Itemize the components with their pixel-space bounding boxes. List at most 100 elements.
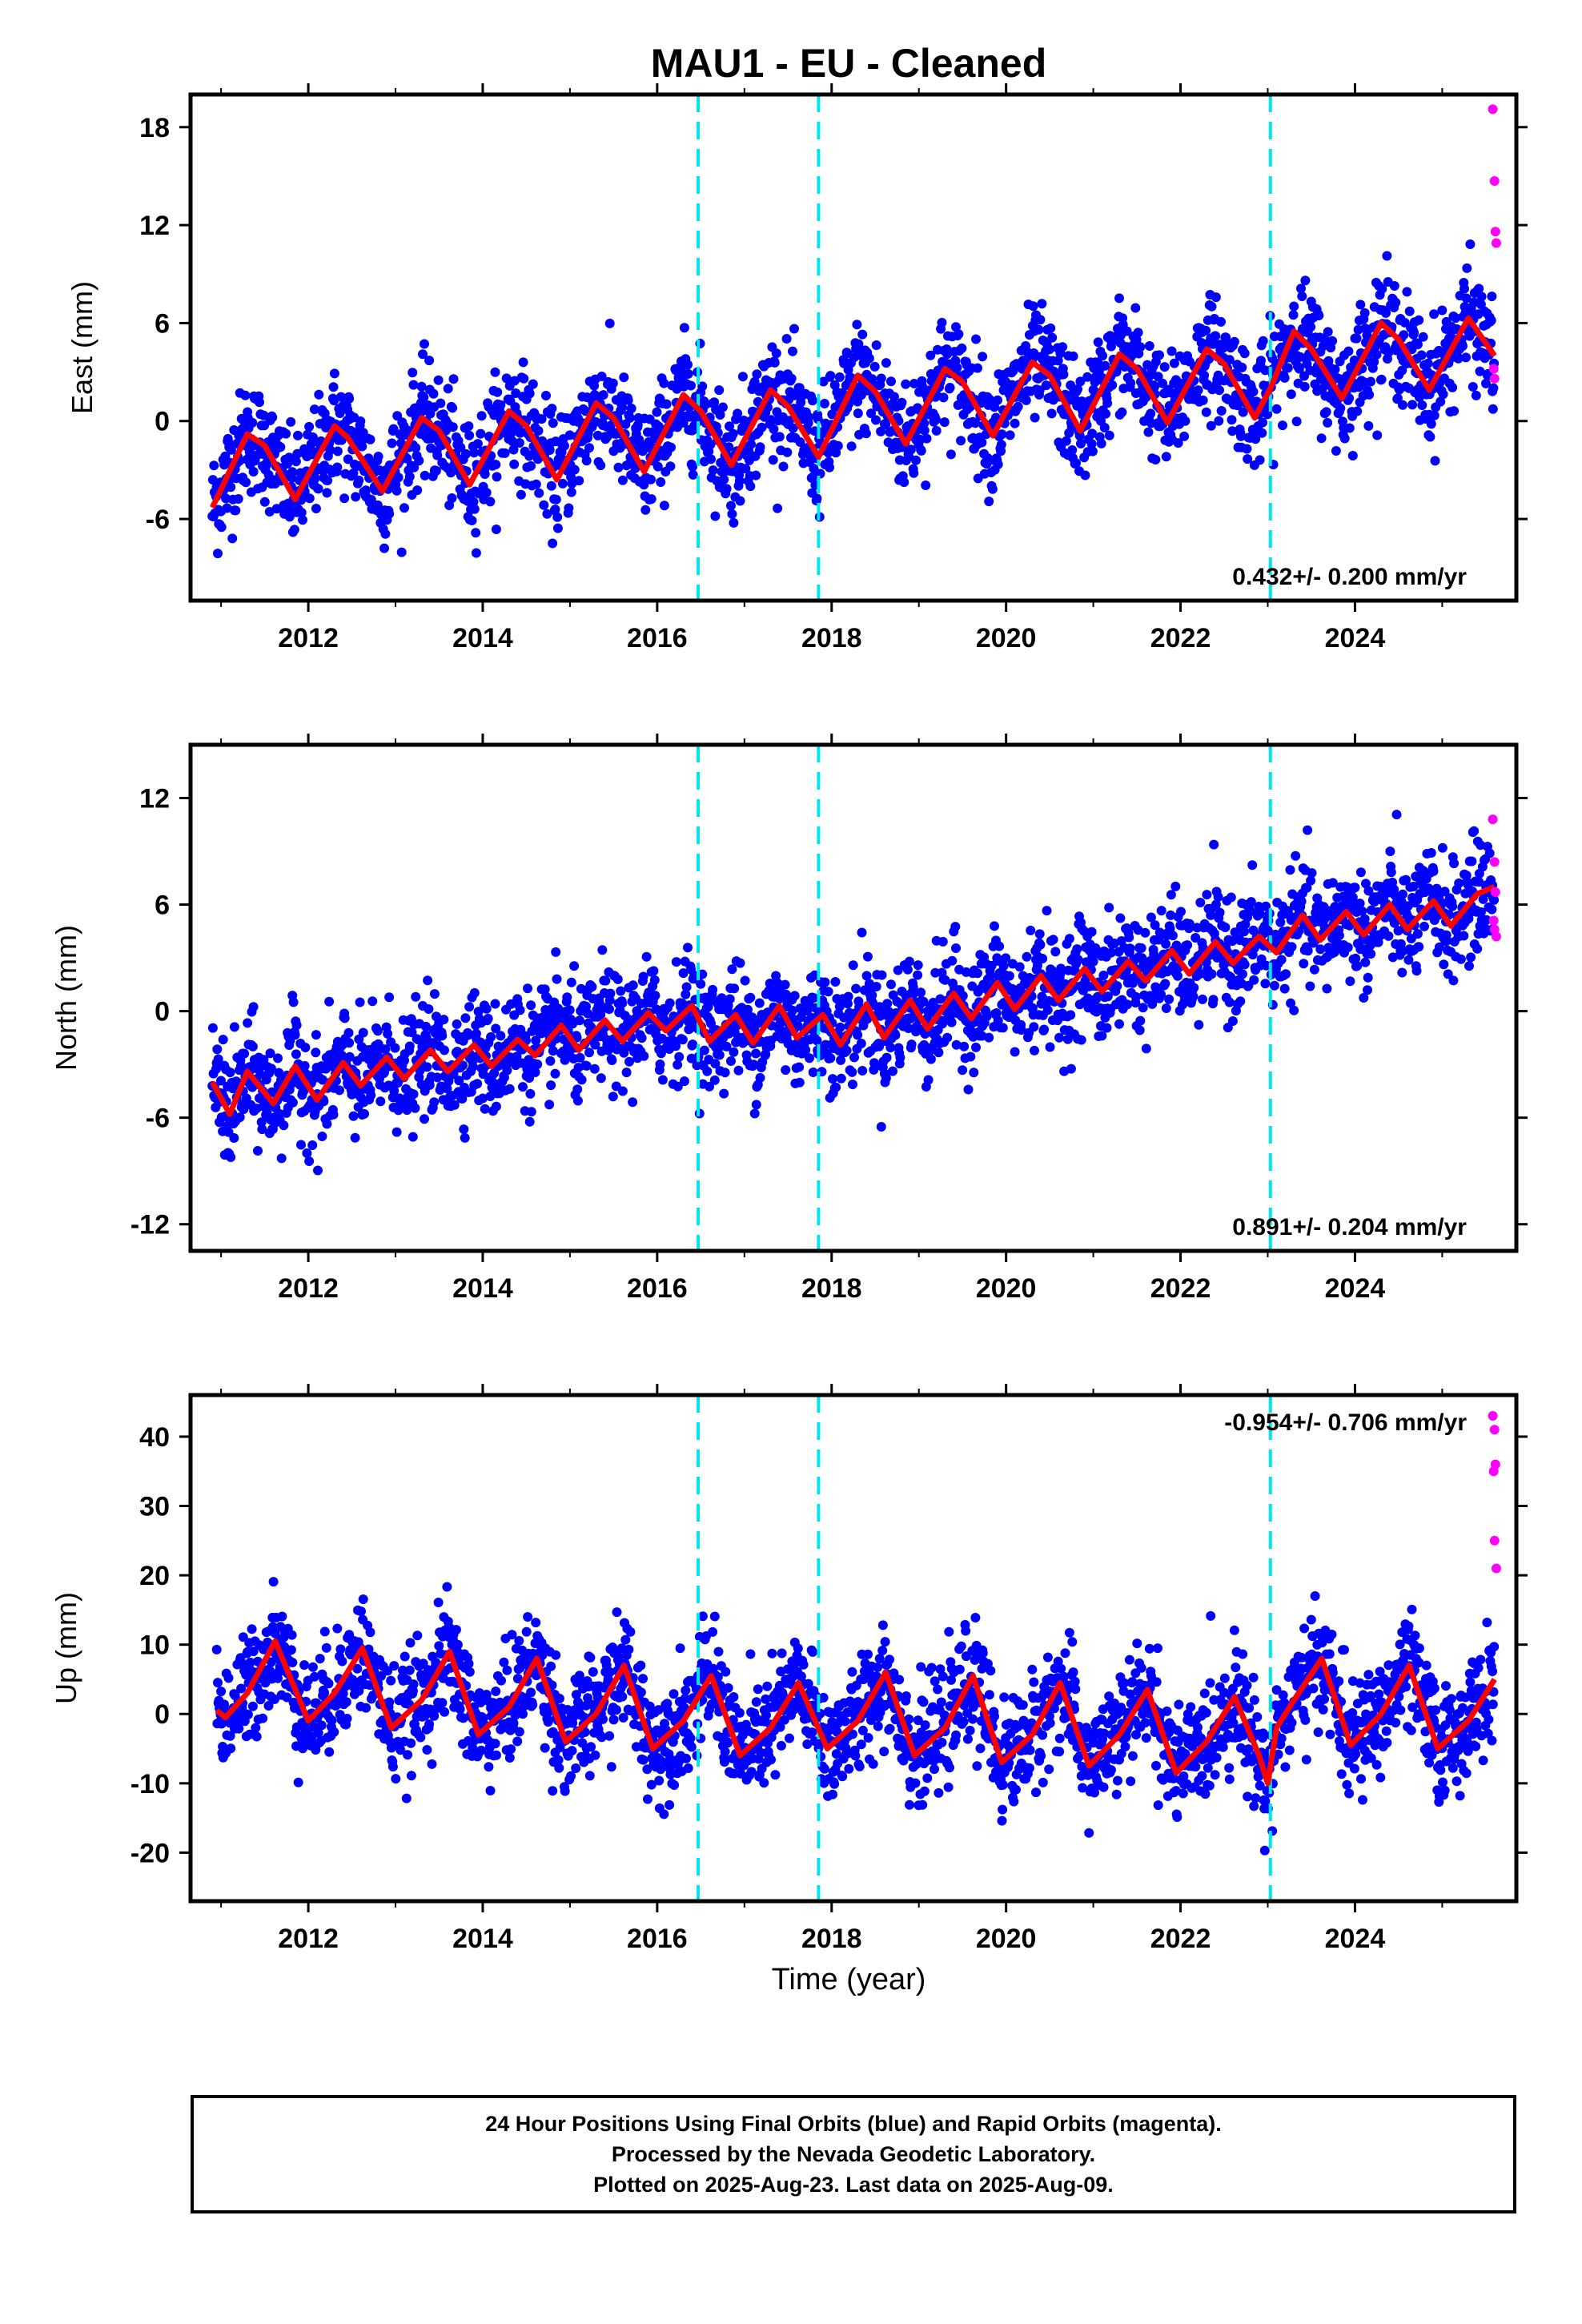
data-point [1279,372,1290,383]
data-point [596,1073,606,1084]
data-point [671,957,681,967]
data-point [911,455,921,465]
data-point [1382,251,1392,261]
data-point [823,987,833,997]
data-point [1412,340,1423,350]
data-point [1035,315,1046,325]
data-point [768,455,778,465]
data-point [788,1005,797,1015]
data-point [1487,904,1497,915]
data-point [1407,400,1418,410]
data-point [421,1021,431,1031]
data-point [464,1002,475,1012]
data-point [212,1044,223,1055]
data-point [1107,380,1118,390]
data-point [846,441,857,452]
data-point [363,453,374,464]
data-point [1472,943,1483,954]
data-point [666,442,676,452]
data-point [221,493,231,504]
data-point [1454,878,1464,888]
data-point [429,1097,440,1108]
data-point [1414,942,1424,952]
rate-annotation: 0.432+/- 0.200 mm/yr [1232,564,1467,590]
data-point [841,1045,852,1055]
data-point [671,1041,681,1051]
data-point [1447,901,1458,911]
data-point [628,980,638,991]
data-point [469,987,480,998]
data-point [372,500,383,510]
data-point [751,1100,761,1110]
data-point [812,493,822,504]
data-point [1156,906,1166,916]
data-point [1401,875,1411,885]
data-point [442,1084,452,1094]
data-point [1161,939,1171,949]
data-point [833,440,843,451]
data-point [1389,281,1399,291]
data-point [665,461,676,472]
data-point [830,977,841,987]
data-point [1232,400,1243,411]
data-point [216,1076,226,1086]
data-point [1224,355,1235,365]
data-point [909,988,919,999]
data-point [245,1657,255,1667]
data-point [463,1030,473,1040]
data-point [560,440,569,451]
y-tick-label: -6 [146,505,170,535]
data-point [788,423,798,433]
data-point [492,387,503,397]
data-point [393,472,404,483]
data-point [729,983,740,994]
data-point [794,383,805,393]
data-point [350,1132,360,1143]
data-point [1306,322,1316,332]
data-point [646,494,656,505]
data-point [572,1084,583,1095]
data-point [1062,1034,1073,1044]
data-point [1399,330,1409,340]
x-tick-label: 2020 [976,623,1037,653]
data-point [902,964,913,975]
data-point [808,396,817,406]
data-point [708,465,718,476]
data-point [209,460,219,471]
data-point [1080,470,1090,480]
data-point [1467,856,1477,866]
data-point [322,488,332,498]
data-point [1159,362,1170,372]
data-point [938,392,949,403]
data-point [1014,962,1025,972]
rapid-orbit-point [1491,238,1501,248]
data-point [355,416,366,426]
data-point [1074,431,1085,441]
data-point [857,927,867,938]
data-point [613,462,624,472]
data-point [963,1084,974,1095]
data-point [1056,963,1066,974]
data-point [584,1047,594,1058]
data-point [778,461,789,472]
data-point [1010,1047,1020,1057]
data-point [1029,1022,1039,1032]
data-point [344,393,355,404]
data-point [1416,350,1427,360]
data-point [918,996,929,1007]
data-point [1355,899,1365,909]
data-point [771,348,781,359]
data-point [388,424,399,434]
data-point [542,509,552,519]
data-point [1166,890,1176,900]
data-point [786,373,797,384]
data-point [1100,360,1110,371]
data-point [1305,981,1315,991]
data-point [921,433,932,444]
data-point [1098,971,1109,980]
data-point [1306,875,1316,886]
data-point [757,422,767,432]
data-point [1227,415,1237,425]
data-point [1022,951,1032,962]
data-point [991,1008,1002,1018]
